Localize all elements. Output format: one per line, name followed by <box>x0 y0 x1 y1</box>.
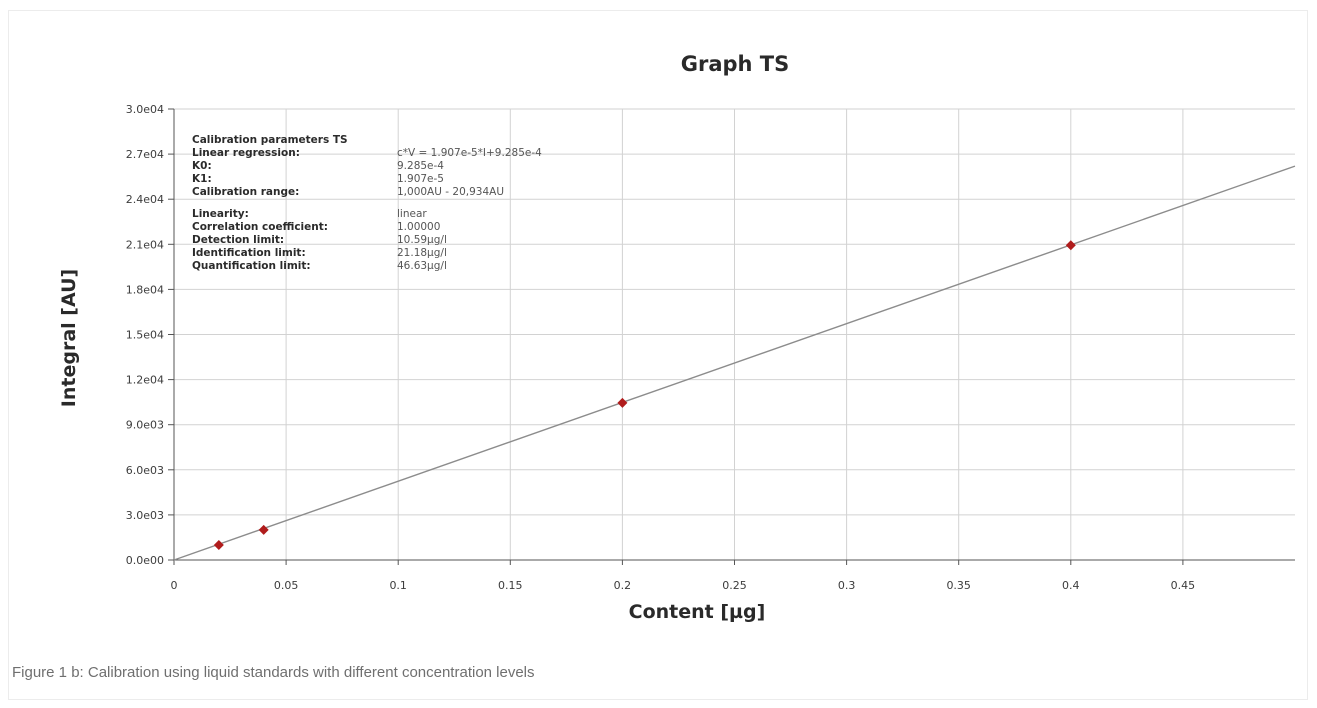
chart-title: Graph TS <box>681 52 790 76</box>
parameter-label: Calibration range: <box>192 186 300 198</box>
grid-lines <box>174 108 1295 560</box>
data-point <box>258 524 269 535</box>
parameter-row: Correlation coefficient: 1.00000 <box>192 221 622 234</box>
x-tick-label: 0 <box>171 579 178 592</box>
parameter-row: Calibration range: 1,000AU - 20,934AU <box>192 186 622 199</box>
parameter-label: K1: <box>192 173 212 185</box>
data-point <box>213 539 224 550</box>
y-tick-label: 0.0e00 <box>126 554 164 567</box>
chart-frame <box>8 10 1308 700</box>
calibration-parameters-box: Calibration parameters TS Linear regress… <box>192 133 622 273</box>
x-tick-label: 0.35 <box>946 579 971 592</box>
x-tick-label: 0.4 <box>1062 579 1080 592</box>
y-tick-label: 9.0e03 <box>126 419 164 432</box>
parameter-label: Quantification limit: <box>192 260 311 272</box>
x-tick-label: 0.2 <box>614 579 632 592</box>
figure-caption: Figure 1 b: Calibration using liquid sta… <box>12 664 535 681</box>
y-tick-label: 1.5e04 <box>126 329 164 342</box>
parameter-value: 21.18µg/l <box>397 247 447 259</box>
parameter-row: K1: 1.907e-5 <box>192 173 622 186</box>
x-axis-label: Content [µg] <box>629 601 766 623</box>
parameter-row: Linear regression: c*V = 1.907e-5*I+9.28… <box>192 147 622 160</box>
y-tick-label: 1.8e04 <box>126 283 164 296</box>
y-tick-label: 2.4e04 <box>126 193 164 206</box>
parameter-value: 10.59µg/l <box>397 234 447 246</box>
parameter-label: Detection limit: <box>192 234 285 246</box>
x-tick-label: 0.1 <box>389 579 407 592</box>
parameter-row: Identification limit: 21.18µg/l <box>192 247 622 260</box>
y-axis-label: Integral [AU] <box>58 269 80 407</box>
parameter-label: Identification limit: <box>192 247 306 259</box>
parameter-row: Quantification limit: 46.63µg/l <box>192 260 622 273</box>
axes <box>168 108 1295 565</box>
y-tick-label: 2.7e04 <box>126 148 164 161</box>
parameters-spacer <box>192 199 622 208</box>
parameter-value: linear <box>397 208 427 220</box>
x-tick-label: 0.25 <box>722 579 747 592</box>
parameters-group-limits: Linearity: linear Correlation coefficien… <box>192 208 622 273</box>
parameter-value: 9.285e-4 <box>397 160 444 172</box>
data-point <box>1065 240 1076 251</box>
y-tick-label: 3.0e04 <box>126 103 164 116</box>
y-tick-label: 1.2e04 <box>126 374 164 387</box>
parameters-title: Calibration parameters TS <box>192 134 348 146</box>
parameter-row: K0: 9.285e-4 <box>192 160 622 173</box>
parameter-label: Linearity: <box>192 208 249 220</box>
parameter-row: Linearity: linear <box>192 208 622 221</box>
data-point <box>617 397 628 408</box>
parameter-value: 1,000AU - 20,934AU <box>397 186 504 198</box>
parameter-value: 46.63µg/l <box>397 260 447 272</box>
x-tick-label: 0.45 <box>1171 579 1196 592</box>
parameters-group-regression: Linear regression: c*V = 1.907e-5*I+9.28… <box>192 147 622 199</box>
parameter-label: K0: <box>192 160 212 172</box>
y-tick-label: 3.0e03 <box>126 509 164 522</box>
x-tick-label: 0.15 <box>498 579 523 592</box>
regression-line <box>173 165 1296 561</box>
data-series <box>173 165 1296 561</box>
x-tick-label: 0.3 <box>838 579 856 592</box>
y-tick-label: 6.0e03 <box>126 464 164 477</box>
parameter-row: Detection limit: 10.59µg/l <box>192 234 622 247</box>
parameter-value: 1.00000 <box>397 221 441 233</box>
parameter-label: Correlation coefficient: <box>192 221 328 233</box>
tick-labels: 0.0e00 3.0e03 6.0e03 9.0e03 1.2e04 1.5e04 1.8e… <box>126 103 1195 592</box>
parameter-value: c*V = 1.907e-5*I+9.285e-4 <box>397 147 542 159</box>
x-tick-label: 0.05 <box>274 579 299 592</box>
y-tick-label: 2.1e04 <box>126 238 164 251</box>
parameter-value: 1.907e-5 <box>397 173 444 185</box>
parameter-label: Linear regression: <box>192 147 300 159</box>
